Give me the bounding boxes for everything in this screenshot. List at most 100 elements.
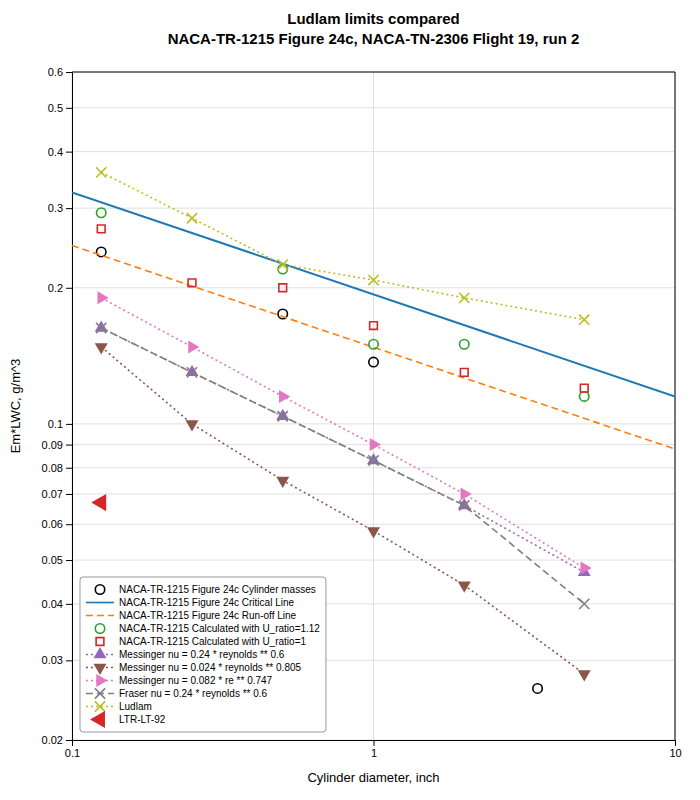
tick-label: 0.5 (48, 102, 63, 114)
point (459, 293, 469, 303)
tick-label: 0.1 (48, 418, 63, 430)
grid-line (72, 208, 675, 209)
point (96, 167, 106, 177)
series-line (101, 298, 584, 568)
grid-line (72, 107, 675, 108)
tick-label: 0.08 (42, 462, 63, 474)
series (72, 246, 675, 449)
series (96, 247, 542, 693)
series (96, 323, 589, 609)
tick: 0.5 (48, 102, 72, 114)
frame (675, 72, 676, 740)
legend-swatch (95, 624, 104, 633)
tick-label: 0.3 (48, 202, 63, 214)
grid-line (72, 287, 675, 288)
legend-item: NACA-TR-1215 Figure 24c Cylinder masses (95, 584, 315, 595)
legend-item: Ludlam (86, 701, 152, 712)
point (280, 391, 289, 401)
axis-line (66, 73, 73, 741)
legend-label: Messinger nu = 0.24 * reynolds ** 0.6 (119, 649, 285, 660)
tick-label: 0.4 (48, 146, 63, 158)
point (188, 279, 196, 287)
tick: 10 (669, 740, 681, 759)
legend-item: NACA-TR-1215 Figure 24c Critical Line (86, 597, 295, 608)
legend-swatch (92, 712, 104, 726)
tick: 0.05 (42, 554, 72, 566)
point (368, 455, 378, 465)
series (96, 167, 589, 325)
point (580, 392, 589, 401)
tick: 0.08 (42, 462, 72, 474)
tick: 0.06 (42, 518, 72, 530)
legend-label: NACA-TR-1215 Figure 24c Cylinder masses (119, 584, 316, 595)
legend-swatch (86, 602, 114, 604)
point (189, 342, 198, 352)
legend-item: NACA-TR-1215 Calculated with U_ratio=1 (96, 636, 306, 647)
tick-label: 0.6 (48, 66, 63, 78)
legend-label: Ludlam (119, 701, 152, 712)
legend-label: NACA-TR-1215 Figure 24c Critical Line (119, 597, 295, 608)
plot: 0.11100.020.030.040.050.060.070.080.090.… (42, 66, 682, 759)
series-line (72, 246, 675, 449)
x-axis-title: Cylinder diameter, inch (307, 770, 439, 785)
tick-mark (66, 468, 72, 469)
point (187, 367, 197, 377)
series (72, 192, 675, 396)
series-line (72, 192, 675, 396)
point (581, 563, 590, 573)
point (98, 293, 107, 303)
point (533, 684, 542, 693)
series (96, 322, 589, 575)
tick-label: 1 (371, 747, 377, 759)
point (279, 284, 287, 292)
grid-line (72, 493, 675, 494)
tick-mark (66, 152, 72, 153)
point (371, 440, 380, 450)
tick-mark (675, 740, 676, 746)
tick-mark (66, 72, 72, 73)
tick-label: 0.07 (42, 488, 63, 500)
series (93, 495, 105, 509)
tick-mark (66, 740, 72, 741)
tick-mark (374, 740, 375, 746)
tick: 0.04 (42, 598, 72, 610)
legend-label: LTR-LT-92 (119, 714, 166, 725)
legend-swatch (95, 701, 105, 711)
point (579, 599, 589, 609)
point (461, 489, 470, 499)
tick: 0.03 (42, 654, 72, 666)
legend-swatch (97, 675, 106, 685)
point (370, 322, 378, 330)
point (459, 500, 469, 510)
grid (72, 72, 675, 740)
legend-item: Fraser nu = 0.24 * reynolds ** 0.6 (86, 688, 268, 699)
point (187, 213, 197, 223)
legend-item: Messinger nu = 0.082 * re ** 0.747 (86, 675, 273, 686)
data-marks (72, 167, 675, 693)
legend: NACA-TR-1215 Figure 24c Cylinder masses N… (80, 577, 326, 732)
tick: 1 (371, 740, 377, 759)
legend-label: Messinger nu = 0.082 * re ** 0.747 (119, 675, 273, 686)
tick-label: 10 (669, 747, 681, 759)
tick-label: 0.2 (48, 282, 63, 294)
tick-mark (66, 288, 72, 289)
series-line (101, 172, 584, 319)
series-line (101, 328, 584, 572)
grid-line (72, 151, 675, 152)
tick-mark (66, 494, 72, 495)
grid-line (72, 560, 675, 561)
tick-label: 0.05 (42, 554, 63, 566)
legend-item: Messinger nu = 0.24 * reynolds ** 0.6 (86, 649, 285, 660)
tick-label: 0.1 (65, 747, 80, 759)
chart: 0.11100.020.030.040.050.060.070.080.090.… (0, 0, 700, 800)
grid-line (72, 72, 675, 73)
tick-mark (66, 524, 72, 525)
tick-label: 0.06 (42, 518, 63, 530)
legend-swatch (95, 665, 105, 674)
point (580, 384, 588, 392)
tick: 0.02 (42, 734, 72, 746)
legend-label: NACA-TR-1215 Figure 24c Run-off Line (119, 610, 297, 621)
legend-item: LTR-LT-92 (92, 712, 166, 726)
y-axis: 0.020.030.040.050.060.070.080.090.10.20.… (42, 66, 73, 746)
point (459, 582, 469, 591)
